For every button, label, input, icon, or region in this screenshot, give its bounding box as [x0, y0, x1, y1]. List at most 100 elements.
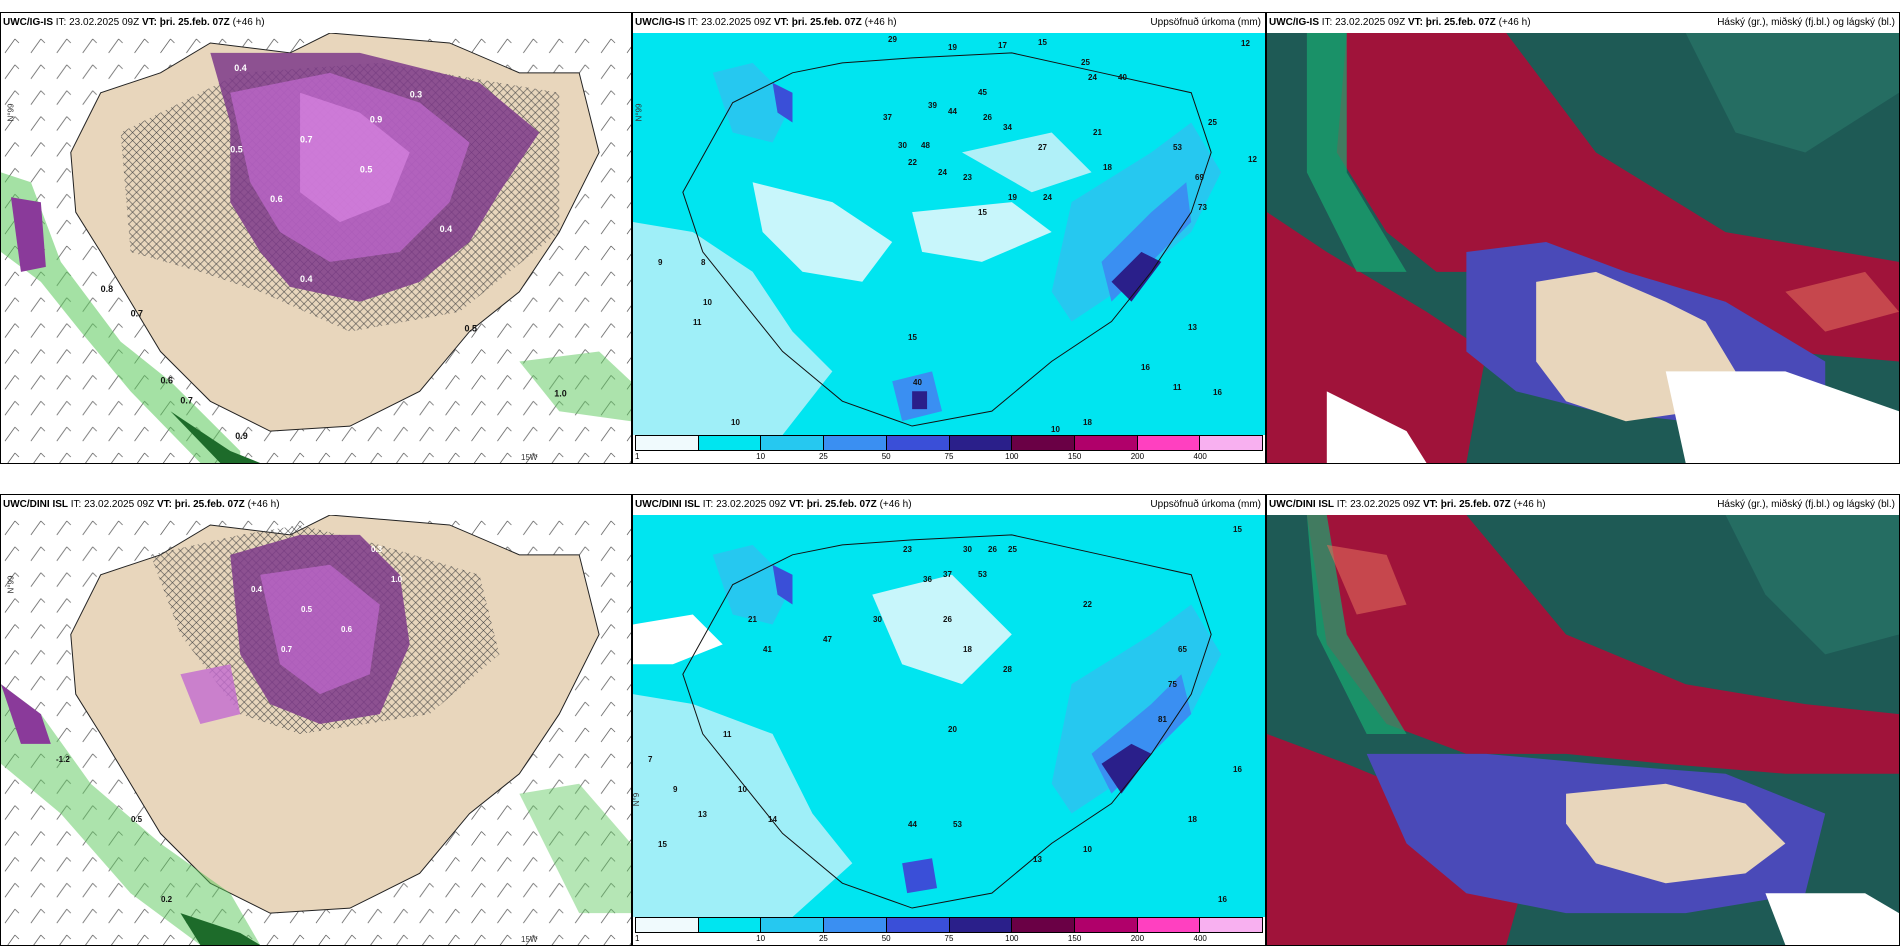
svg-text:0.7: 0.7	[131, 309, 143, 319]
lat-label: N°9	[632, 792, 642, 807]
valid-time: þri. 25.feb. 07Z	[174, 499, 245, 510]
legend-swatch	[761, 436, 825, 450]
precip-value: 30	[873, 615, 882, 624]
precip-value: 15	[978, 208, 987, 217]
precip-value: 21	[1093, 128, 1102, 137]
legend-tick: 150	[1067, 934, 1082, 943]
precip-value: 73	[1198, 203, 1207, 212]
legend-swatch	[698, 436, 762, 450]
precip-value: 23	[963, 173, 972, 182]
lead-time: (+46 h)	[247, 499, 280, 510]
precip-value: 45	[978, 88, 987, 97]
legend-tick: 25	[818, 934, 828, 943]
snow-value: 0.4	[251, 585, 263, 594]
precip-value: 44	[908, 820, 917, 829]
panel-top-mid: UWC/IG-IS IT: 23.02.2025 09Z VT: þri. 25…	[632, 12, 1266, 464]
panel-bottom-right: UWC/DINI ISL IT: 23.02.2025 09Z VT: þri.…	[1266, 494, 1900, 946]
field-label: Háský (gr.), miðský (fj.bl.) og lágský (…	[1717, 499, 1895, 510]
legend-tick: 10	[756, 452, 766, 461]
precip-value: 15	[658, 840, 667, 849]
lead-time: (+46 h)	[1498, 17, 1531, 28]
snow-map: 0.4 0.3 0.7 0.5 0.6 0.4 0.4 0.9 0.5 0.5 …	[1, 33, 631, 463]
snow-value: -1.2	[56, 755, 70, 764]
legend-tick: 200	[1130, 934, 1145, 943]
precip-value: 30	[963, 545, 972, 554]
legend-tick: 400	[1193, 452, 1207, 461]
init-time: IT: 23.02.2025 09Z	[70, 499, 155, 510]
model-name: UWC/IG-IS	[635, 17, 685, 28]
panel-title: UWC/DINI ISL IT: 23.02.2025 09Z VT: þri.…	[3, 498, 629, 526]
model-name: UWC/IG-IS	[3, 17, 53, 28]
legend-swatch	[1137, 918, 1201, 932]
precip-value: 25	[1208, 118, 1217, 127]
precip-value: 53	[953, 820, 962, 829]
model-name: UWC/DINI ISL	[635, 499, 700, 510]
legend-bar	[635, 435, 1263, 451]
legend-swatch	[886, 436, 950, 450]
precip-value: 21	[748, 615, 757, 624]
precip-value: 19	[948, 43, 957, 52]
lead-time: (+46 h)	[232, 17, 265, 28]
legend-tick: 75	[944, 452, 954, 461]
vt-label: VT:	[156, 499, 172, 510]
snow-value: 0.3	[371, 545, 383, 554]
panel-top-left: UWC/IG-IS IT: 23.02.2025 09Z VT: þri. 25…	[0, 12, 632, 464]
panel-title: UWC/DINI ISL IT: 23.02.2025 09Z VT: þri.…	[1269, 498, 1897, 512]
lead-time: (+46 h)	[1513, 499, 1546, 510]
svg-text:0.5: 0.5	[360, 164, 372, 174]
init-time: IT: 23.02.2025 09Z	[702, 499, 787, 510]
legend-swatch	[1137, 436, 1201, 450]
precip-value: 28	[1003, 665, 1012, 674]
legend-tick: 100	[1005, 452, 1019, 461]
vt-label: VT:	[1422, 499, 1438, 510]
legend-swatch	[1074, 918, 1138, 932]
precip-value: 10	[703, 298, 712, 307]
precip-value: 30	[898, 141, 907, 150]
precip-legend: 1 10 25 50 75 100 150 200 400	[635, 917, 1263, 945]
legend-swatch	[1074, 436, 1138, 450]
precip-value: 47	[823, 635, 832, 644]
legend-tick: 10	[756, 934, 766, 943]
precip-value: 17	[998, 41, 1007, 50]
valid-time: þri. 25.feb. 07Z	[806, 499, 877, 510]
precip-value: 11	[1173, 383, 1182, 392]
legend-tick: 1	[635, 934, 640, 943]
precip-value: 65	[1178, 645, 1187, 654]
snow-value: 1.0	[391, 575, 403, 584]
field-label: Uppsöfnuð úrkoma (mm)	[1150, 499, 1261, 510]
precip-value: 22	[1083, 600, 1092, 609]
precip-value: 26	[988, 545, 997, 554]
legend-swatch	[1012, 918, 1075, 932]
snow-value: 0.7	[281, 645, 293, 654]
precip-value: 11	[693, 318, 702, 327]
legend-swatch	[636, 436, 699, 450]
legend-ticks: 1 10 25 50 75 100 150 200 400	[635, 451, 1263, 463]
svg-text:0.4: 0.4	[234, 63, 246, 73]
precip-value: 75	[1168, 680, 1177, 689]
legend-tick: 25	[818, 452, 828, 461]
svg-text:0.8: 0.8	[101, 284, 113, 294]
valid-time: þri. 25.feb. 07Z	[791, 17, 862, 28]
valid-time: þri. 25.feb. 07Z	[1440, 499, 1511, 510]
precip-value: 15	[1038, 38, 1047, 47]
precip-value: 16	[1233, 765, 1242, 774]
precip-value: 19	[1008, 193, 1017, 202]
precip-map: 29 19 17 15 12 25 24 40 37 39 44 26 34 4…	[633, 33, 1265, 435]
precip-value: 10	[1051, 425, 1060, 434]
precip-value: 25	[1081, 58, 1090, 67]
svg-text:0.6: 0.6	[270, 194, 282, 204]
snow-value: 0.2	[161, 895, 173, 904]
precip-value: 26	[943, 615, 952, 624]
precip-value: 12	[1248, 155, 1257, 164]
snow-value: 0.5	[131, 815, 143, 824]
svg-text:1.0: 1.0	[554, 388, 566, 398]
panel-title: UWC/IG-IS IT: 23.02.2025 09Z VT: þri. 25…	[635, 16, 1263, 30]
legend-swatch	[949, 436, 1013, 450]
precip-value: 24	[938, 168, 947, 177]
precip-value: 25	[1008, 545, 1017, 554]
precip-value: 48	[921, 141, 930, 150]
legend-tick: 200	[1130, 452, 1145, 461]
snow-map: 0.3 0.4 0.5 0.6 0.7 1.0 -1.2 0.5 0.2	[1, 515, 631, 945]
precip-value: 27	[1038, 143, 1047, 152]
legend-ticks: 1 10 25 50 75 100 150 200 400	[635, 933, 1263, 945]
